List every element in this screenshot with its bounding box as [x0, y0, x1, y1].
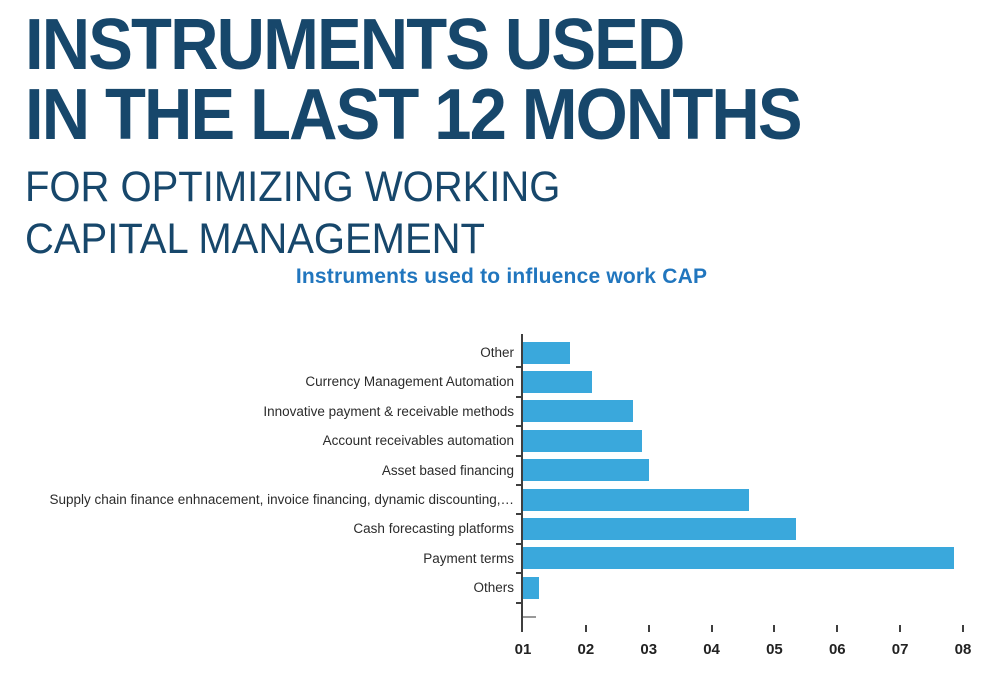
chart-row: Payment terms: [0, 544, 1003, 573]
chart-row: Supply chain finance enhnacement, invoic…: [0, 485, 1003, 514]
chart-title: Instruments used to influence work CAP: [295, 265, 708, 288]
x-axis-tick: [836, 625, 839, 632]
x-axis-tick: [899, 625, 902, 632]
page-title-line-1: INSTRUMENTS USED: [25, 5, 685, 85]
bar: [523, 518, 797, 541]
x-axis-tick-label: 05: [766, 641, 783, 658]
bar: [523, 371, 593, 394]
x-axis-tick: [710, 625, 713, 632]
category-label: Innovative payment & receivable methods: [263, 403, 514, 419]
category-axis-tick: [516, 454, 522, 457]
axis-origin-mark: [523, 616, 536, 618]
x-axis-tick: [584, 625, 587, 632]
category-axis-tick: [516, 366, 522, 369]
bar: [523, 547, 954, 570]
page-subtitle-line-2: CAPITAL MANAGEMENT: [25, 215, 485, 263]
category-axis-tick: [516, 542, 522, 545]
x-axis-tick-label: 08: [954, 641, 972, 658]
category-axis-tick: [516, 513, 522, 516]
bar: [523, 400, 633, 423]
x-axis-tick-label: 04: [703, 641, 720, 658]
category-axis-tick: [516, 572, 522, 575]
chart-row: Other: [0, 338, 1003, 367]
category-label: Account receivables automation: [322, 433, 514, 449]
x-axis-tick-label: 01: [514, 641, 532, 658]
category-label: Payment terms: [423, 550, 514, 566]
page-title-line-2: IN THE LAST 12 MONTHS: [25, 75, 803, 155]
x-axis-tick-label: 06: [828, 641, 846, 658]
category-label: Asset based financing: [381, 462, 514, 478]
category-axis-line: [521, 334, 523, 632]
chart-row: Innovative payment & receivable methods: [0, 397, 1003, 426]
bar: [523, 341, 571, 364]
bar-chart: Other Currency Management Automation Innov…: [0, 334, 1003, 678]
chart-row: Account receivables automation: [0, 426, 1003, 455]
category-label: Others: [473, 580, 514, 596]
category-axis-tick: [516, 601, 522, 604]
chart-row: Others: [0, 573, 1003, 602]
bar: [523, 576, 539, 599]
page-subtitle-line-1: FOR OPTIMIZING WORKING: [25, 163, 561, 211]
x-axis-tick: [962, 625, 964, 632]
x-axis-tick-label: 03: [640, 641, 658, 658]
chart-row: Cash forecasting platforms: [0, 514, 1003, 543]
bar: [523, 459, 649, 482]
chart-row: Currency Management Automation: [0, 367, 1003, 396]
category-axis-tick: [516, 484, 522, 486]
category-label: Supply chain finance enhnacement, invoic…: [49, 492, 514, 507]
category-label: Currency Management Automation: [305, 374, 514, 390]
bar: [523, 429, 643, 452]
x-axis-tick-label: 07: [891, 641, 909, 658]
category-label: Other: [480, 345, 514, 360]
chart-row: Asset based financing: [0, 456, 1003, 485]
category-label: Cash forecasting platforms: [353, 521, 514, 537]
page-header: INSTRUMENTS USED IN THE LAST 12 MONTHS F…: [25, 5, 803, 264]
page-subtitle: FOR OPTIMIZING WORKING CAPITAL MANAGEMEN…: [25, 162, 801, 264]
x-axis-tick-label: 02: [577, 641, 595, 658]
bar: [523, 488, 750, 511]
x-axis-tick: [773, 625, 776, 632]
category-axis-tick: [516, 425, 522, 428]
x-axis-tick: [647, 625, 650, 632]
category-axis-tick: [516, 395, 522, 398]
